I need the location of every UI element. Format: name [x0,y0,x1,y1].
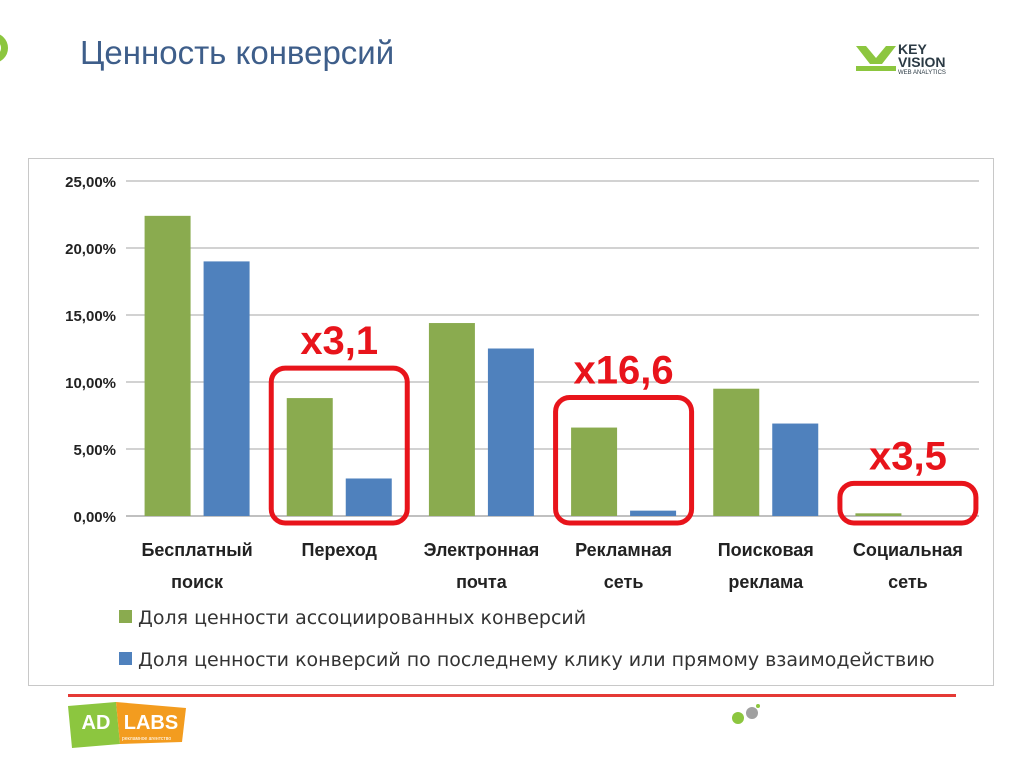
x-category-label: сеть [604,572,644,592]
multiplier-label-2: x16,6 [574,349,674,393]
bar-series2-cat5 [772,423,819,516]
y-tick-label: 25,00% [65,174,116,191]
legend-label-2: Доля ценности конверсий по последнему кл… [138,649,935,671]
legend-item-1: Доля ценности ассоциированных конверсий [119,607,1019,629]
slide-title: Ценность конверсий [80,34,395,71]
y-tick-label: 0,00% [73,509,116,526]
legend-swatch-green [119,610,132,623]
bar-chart: 0,00% 5,00% 10,00% 15,00% 20,00% 25,00% Беспла… [65,174,979,592]
bar-series1-cat4 [571,427,618,516]
bar-series1-cat2 [286,398,333,516]
x-category-label: почта [456,572,508,592]
y-tick-label: 5,00% [73,442,116,459]
x-category-label: Социальная [853,540,963,560]
adlabs-logo: AD LABS рекламное агентство [68,700,190,750]
keyvision-logo-word-2: VISION [898,54,946,70]
x-category-label: поиск [171,572,224,592]
adlabs-logo-left: AD [81,712,111,734]
x-category-label: сеть [888,572,928,592]
bar-series1-cat3 [428,323,475,516]
adlabs-logo-right: LABS [123,712,179,734]
adlabs-logo-tagline: рекламное агентство [122,736,172,742]
bar-series1-cat6 [855,513,902,516]
y-tick-label: 20,00% [65,241,116,258]
bar-series1-cat1 [144,215,191,516]
x-category-label: Поисковая [718,540,814,560]
bar-series2-cat4 [630,510,677,516]
multiplier-label-3: x3,5 [869,434,947,478]
x-category-label: реклама [728,572,804,592]
bar-series2-cat3 [487,348,534,516]
keyvision-logo-tagline: WEB ANALYTICS [898,70,946,76]
legend-item-2: Доля ценности конверсий по последнему кл… [119,649,1019,671]
bar-series2-cat2 [345,478,392,516]
keyvision-logo-word-1: KEY [898,41,927,57]
bar-series1-cat5 [713,388,760,516]
chart-frame: 0,00% 5,00% 10,00% 15,00% 20,00% 25,00% Беспла… [28,158,994,686]
x-category-label: Бесплатный [141,540,252,560]
highlight-box-2 [553,395,695,526]
keyvision-logo: KEY VISION WEB ANALYTICS [856,42,966,82]
bar-series2-cat1 [203,261,250,516]
x-category-label: Рекламная [575,540,672,560]
corner-ring-decoration [0,33,8,63]
highlight-box-3 [837,480,979,526]
multiplier-label-1: x3,1 [300,319,378,363]
keyvision-logo-icon [856,46,896,71]
legend-label-1: Доля ценности ассоциированных конверсий [138,607,587,629]
highlight-box-1 [268,365,410,526]
decorative-dots-icon [732,704,760,724]
x-category-label: Переход [302,540,378,560]
y-tick-label: 15,00% [65,308,116,325]
x-category-label: Электронная [424,540,540,560]
legend-swatch-blue [119,652,132,665]
footer-divider [68,694,956,697]
adlabs-logo-shape [68,702,186,748]
y-tick-label: 10,00% [65,375,116,392]
